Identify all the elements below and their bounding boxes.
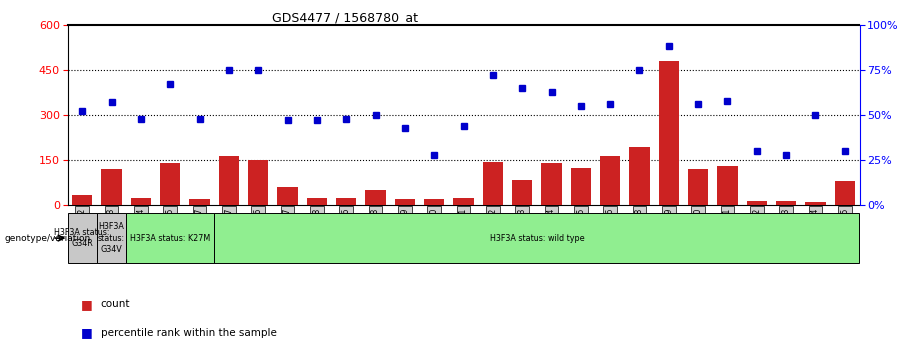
Bar (307, 198, 327, 205)
FancyBboxPatch shape (214, 213, 860, 263)
FancyBboxPatch shape (97, 213, 126, 263)
Text: ■: ■ (81, 326, 93, 339)
Bar (629, 147, 650, 205)
Text: H3F3A status:
G34R: H3F3A status: G34R (54, 228, 110, 248)
Bar (747, 201, 767, 205)
Bar (72, 195, 93, 205)
Bar (365, 190, 386, 205)
Bar (512, 180, 533, 205)
FancyBboxPatch shape (68, 213, 97, 263)
Bar (130, 198, 151, 205)
Bar (482, 162, 503, 205)
Bar (248, 160, 268, 205)
Text: genotype/variation: genotype/variation (4, 234, 91, 242)
Bar (160, 163, 180, 205)
Text: H3F3A status: wild type: H3F3A status: wild type (490, 234, 584, 242)
Text: H3F3A
status:
G34V: H3F3A status: G34V (98, 222, 125, 254)
Bar (571, 168, 591, 205)
Title: GDS4477 / 1568780_at: GDS4477 / 1568780_at (272, 11, 418, 24)
Bar (541, 163, 562, 205)
Bar (277, 187, 298, 205)
Bar (394, 199, 415, 205)
Text: H3F3A status: K27M: H3F3A status: K27M (130, 234, 211, 242)
FancyBboxPatch shape (126, 213, 214, 263)
Bar (336, 198, 356, 205)
Bar (219, 156, 239, 205)
Bar (454, 198, 473, 205)
Bar (688, 169, 708, 205)
Bar (717, 166, 738, 205)
Bar (776, 201, 796, 205)
Bar (659, 61, 680, 205)
Bar (834, 181, 855, 205)
Bar (600, 156, 620, 205)
Bar (101, 169, 122, 205)
Text: percentile rank within the sample: percentile rank within the sample (101, 328, 276, 338)
Text: count: count (101, 299, 130, 309)
Bar (424, 199, 445, 205)
Bar (189, 199, 210, 205)
Bar (806, 202, 826, 205)
Text: ■: ■ (81, 298, 93, 311)
